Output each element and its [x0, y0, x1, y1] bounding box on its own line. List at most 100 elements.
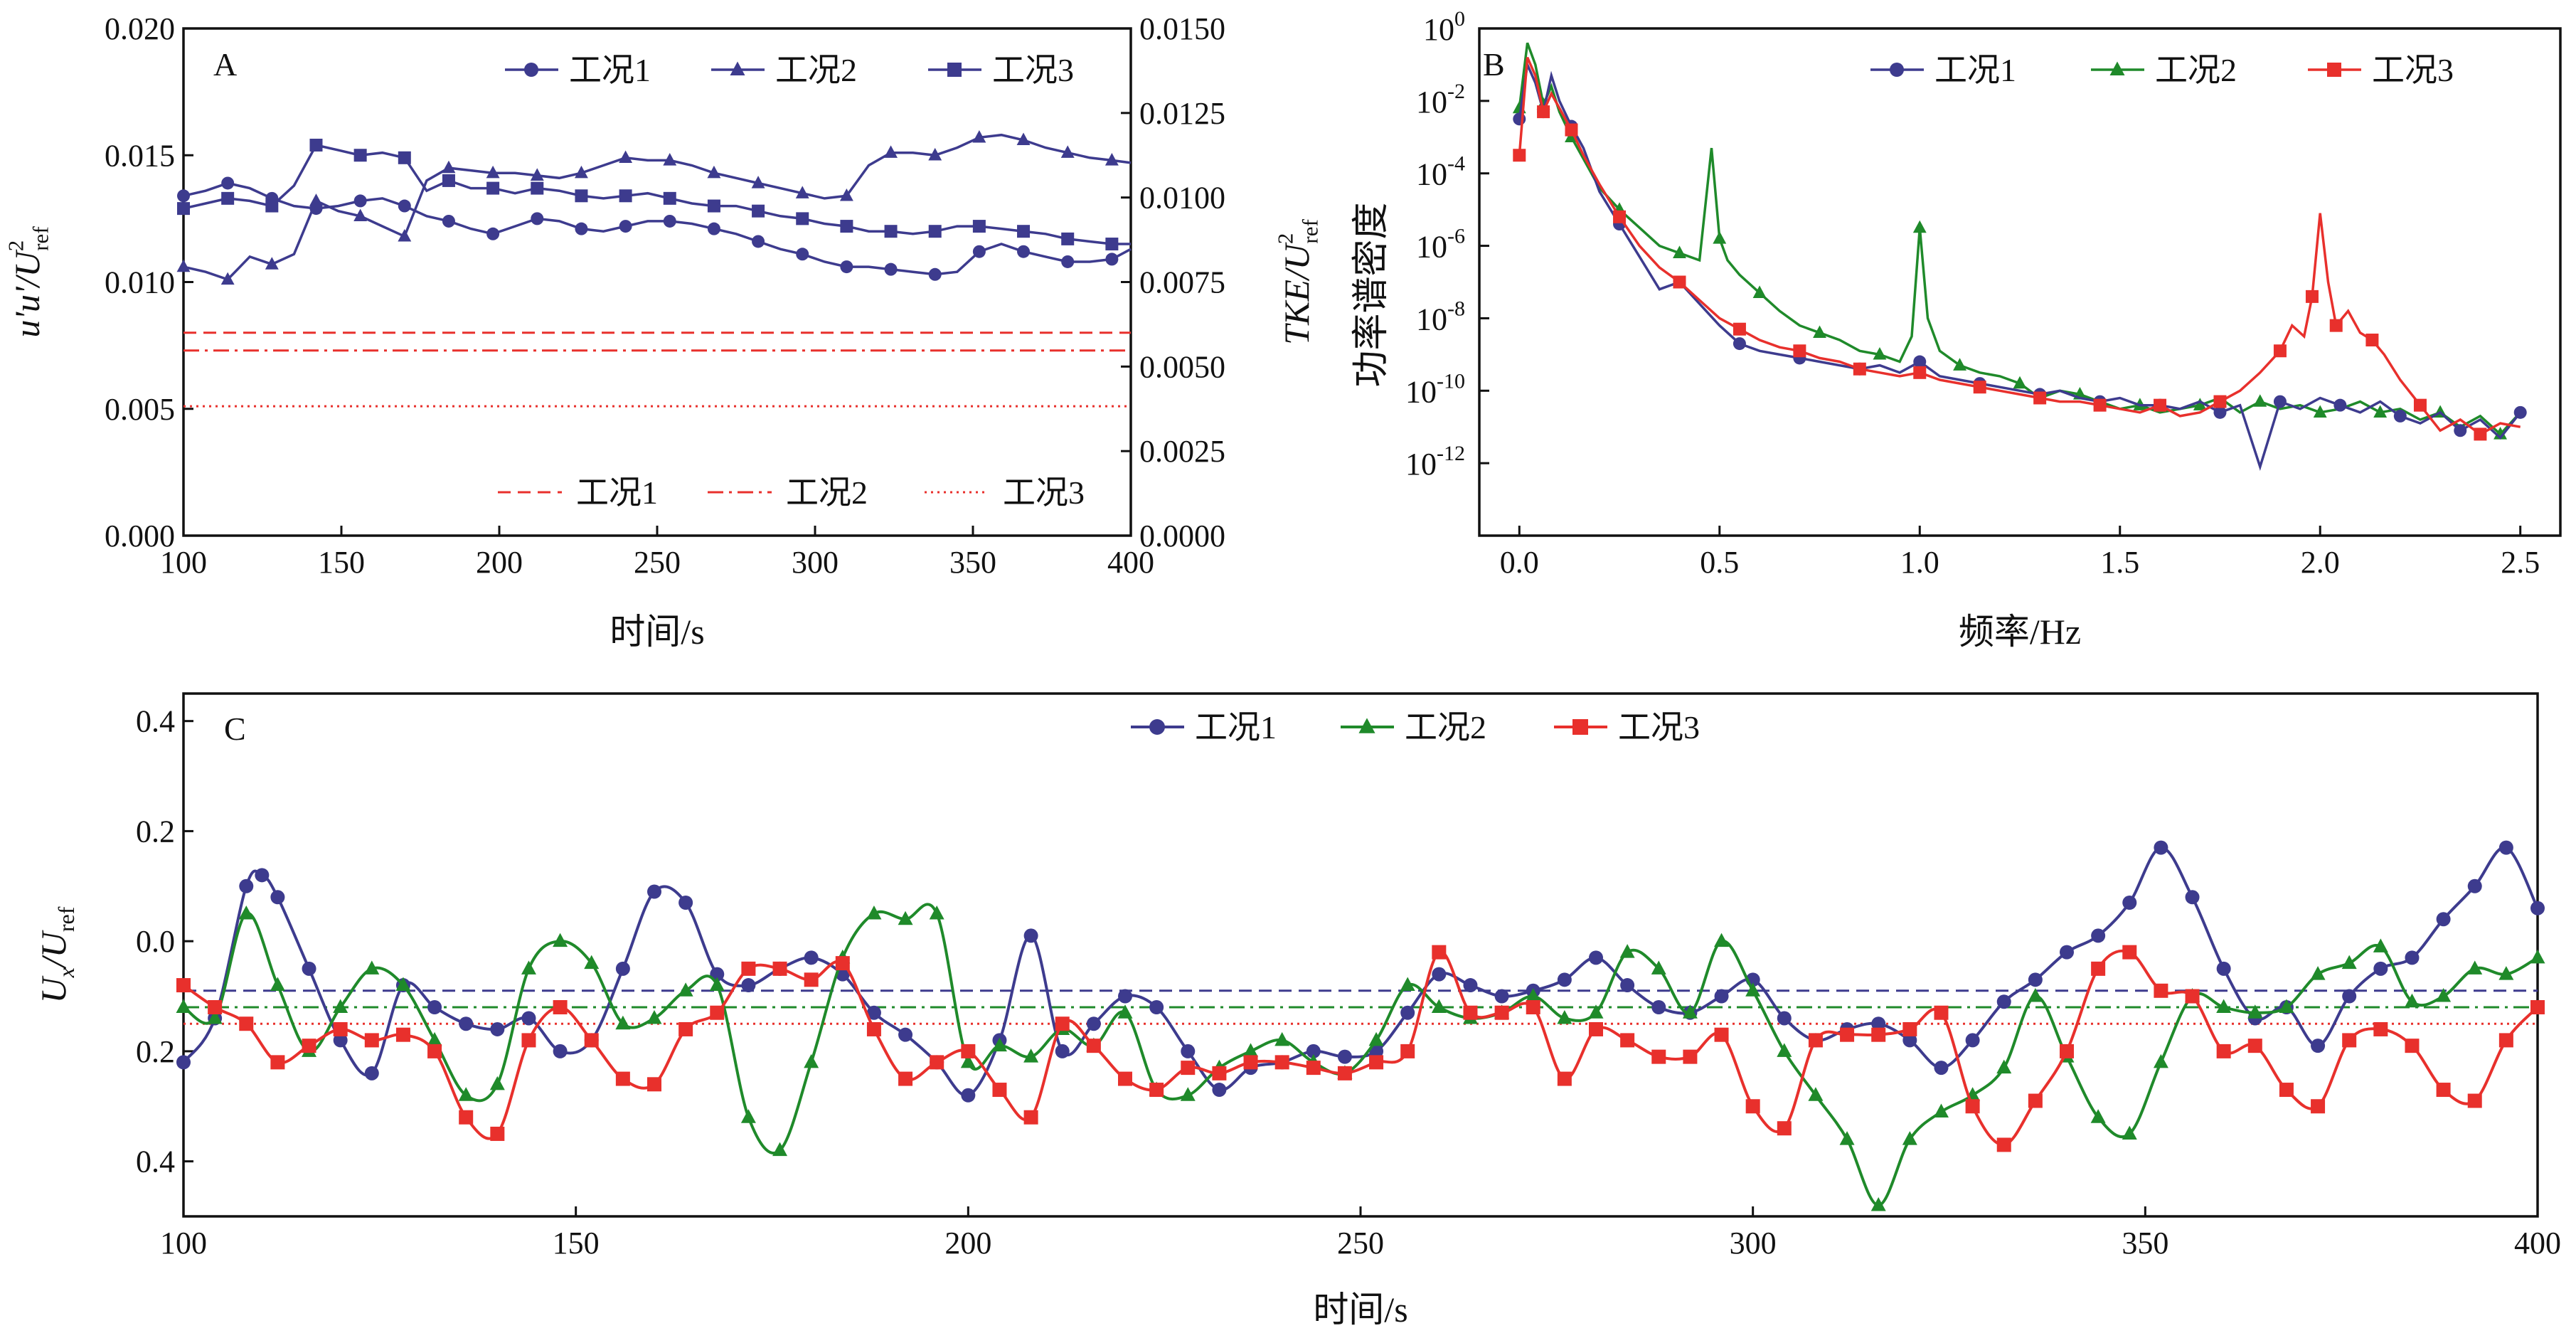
panel-c-point [2530, 949, 2545, 964]
panel-b-point [2253, 394, 2267, 407]
panel-c-point [2091, 961, 2106, 976]
panel-b-point [1537, 105, 1550, 119]
panel-a-point [663, 153, 677, 166]
panel-c-point [2154, 840, 2168, 855]
panel-b-point [1913, 366, 1927, 379]
panel-b-ytick-label: 10-12 [1405, 442, 1465, 482]
panel-b-legend-label: 工况2 [2155, 52, 2237, 88]
panel-c-point [1180, 1087, 1196, 1101]
panel-b-point [1733, 337, 1746, 351]
panel-c-point [2342, 1033, 2357, 1048]
panel-c-point [1965, 1033, 1980, 1048]
plot-frame [182, 27, 1132, 537]
panel-c-point [1243, 1055, 1258, 1070]
panel-b-point [2373, 405, 2388, 418]
panel-c-point [2467, 878, 2482, 893]
panel-a-ylabel-left-base: u'u'/U [7, 249, 47, 337]
panel-c-point [835, 956, 850, 971]
panel-c-point [1933, 1103, 1949, 1117]
panel-c-point [1369, 1044, 1384, 1058]
panel-a-ytick-right-label: 0.0000 [1139, 519, 1225, 553]
panel-c-point [1557, 1009, 1572, 1024]
panel-c-point [2436, 1083, 2451, 1098]
panel-a-point [707, 199, 720, 213]
panel-a-ytick-right-label: 0.0150 [1139, 11, 1225, 46]
panel-c-point [615, 1015, 631, 1030]
panel-c-point [2436, 912, 2451, 927]
panel-c-point [2028, 1093, 2043, 1108]
panel-c-point [255, 868, 270, 883]
panel-a-point [796, 248, 809, 261]
panel-c-point [364, 1033, 379, 1048]
panel-c-point [1714, 1027, 1729, 1042]
panel-a-ytick-left-label: 0.015 [105, 138, 175, 173]
panel-c-point [1651, 1000, 1666, 1014]
panel-a-xlabel: 时间/s [610, 612, 704, 652]
panel-b-point [1713, 231, 1727, 244]
panel-c-point [740, 1109, 756, 1123]
panel-a-point [220, 272, 235, 285]
panel-a-point [442, 174, 455, 187]
panel-c-point [1996, 994, 2011, 1009]
panel-b: 0.0 0.5 1.0 1.5 2.0 2.510010-210-410-610-810-… [1351, 7, 2562, 652]
panel-c-point [2342, 989, 2357, 1004]
panel-b-point [2513, 405, 2527, 419]
panel-b-xtick-label: 0.0 [1500, 545, 1539, 580]
panel-c-ytick-label: 0.0 [136, 924, 175, 959]
panel-b-xtick-label: 2.0 [2301, 545, 2340, 580]
panel-b-ytick-exp: 0 [1454, 7, 1465, 31]
panel-a: 100 150 200 250 300 350 400 0.000 0.005 0.010 0.01… [4, 11, 1323, 652]
panel-c-point [302, 961, 316, 976]
panel-c-xtick-label: 250 [1337, 1226, 1384, 1260]
panel-c-point [1619, 944, 1635, 958]
panel-a-point [1105, 153, 1119, 166]
panel-c-point [1055, 1016, 1070, 1031]
panel-b-ytick-exp: -12 [1437, 442, 1465, 465]
panel-c-point [772, 961, 787, 976]
panel-c-point [1274, 1055, 1289, 1070]
panel-c-legend-label: 工况2 [1405, 709, 1486, 745]
panel-a-point [972, 245, 986, 258]
panel-c-xtick-label: 100 [160, 1226, 207, 1260]
panel-b-point [2093, 398, 2107, 412]
panel-c-point [2279, 999, 2294, 1013]
panel-c-point [2498, 840, 2513, 855]
panel-a-point [884, 262, 898, 276]
panel-c-point [960, 1053, 976, 1068]
panel-a-legend-top-label: 工况3 [992, 52, 1074, 88]
panel-c-point [2498, 966, 2514, 980]
panel-c-point [207, 1009, 223, 1024]
panel-c-point [458, 1087, 474, 1101]
panel-c-point [1368, 1031, 1384, 1046]
panel-c-point [1651, 960, 1666, 975]
panel-c-point [678, 896, 693, 910]
panel-a-point [353, 194, 367, 208]
panel-b-point [2213, 395, 2227, 408]
panel-a-point [575, 222, 588, 235]
panel-c-point [866, 1021, 881, 1036]
panel-c-point [1682, 1004, 1698, 1019]
panel-a-point [972, 220, 986, 233]
panel-a-xtick-label: 150 [318, 545, 365, 580]
panel-b-legend-marker [1890, 63, 1904, 77]
panel-a-ytick-left-label: 0.020 [105, 11, 175, 46]
panel-c-point [521, 1011, 536, 1026]
panel-b-ytick-exp: -10 [1437, 369, 1465, 393]
panel-c-point [1871, 1027, 1886, 1042]
panel-b-point [1912, 220, 1927, 233]
panel-b-point [2413, 398, 2427, 412]
panel-c-point [176, 1055, 191, 1070]
panel-c-point [1117, 1004, 1133, 1019]
panel-a-point [575, 189, 588, 203]
panel-b-point [2365, 333, 2379, 346]
panel-a-point [398, 228, 412, 242]
panel-c-point [239, 878, 254, 893]
panel-c-ylabel-part: x [53, 967, 79, 978]
panel-c-point [1023, 1110, 1038, 1125]
panel-c-point [1463, 1005, 1478, 1020]
panel-c-point [2373, 938, 2388, 952]
panel-b-point [1973, 381, 1986, 394]
panel-c-point [1777, 1011, 1792, 1026]
panel-c-point [1871, 1016, 1886, 1031]
panel-a-point [486, 227, 500, 240]
